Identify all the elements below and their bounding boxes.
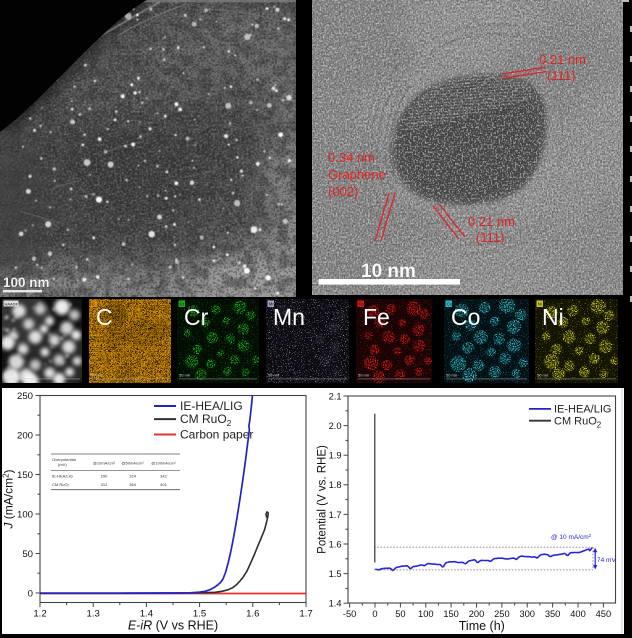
svg-text:250: 250 <box>494 609 510 619</box>
svg-text:0.21 nm: 0.21 nm <box>539 52 586 67</box>
svg-text:401: 401 <box>160 482 167 487</box>
svg-text:E-iR (V vs RHE): E-iR (V vs RHE) <box>128 618 218 632</box>
svg-text:CM RuO2: CM RuO2 <box>180 412 232 428</box>
svg-text:@50mA/cm²: @50mA/cm² <box>121 460 144 465</box>
svg-text:1.5: 1.5 <box>193 608 206 619</box>
svg-text:C: C <box>92 301 96 306</box>
svg-text:1.8: 1.8 <box>329 480 342 490</box>
svg-text:1.4: 1.4 <box>329 598 342 608</box>
svg-text:Ni: Ni <box>542 304 564 330</box>
svg-text:50 nm: 50 nm <box>537 372 549 377</box>
svg-text:0: 0 <box>372 609 377 619</box>
svg-text:Cr: Cr <box>184 304 209 330</box>
svg-text:Graphene: Graphene <box>328 167 386 182</box>
svg-text:Cr: Cr <box>180 301 185 306</box>
svg-text:CM RuO2: CM RuO2 <box>554 415 602 429</box>
svg-text:350: 350 <box>545 609 561 619</box>
svg-text:1.4: 1.4 <box>140 608 154 619</box>
svg-text:Overpotential: Overpotential <box>52 457 76 462</box>
svg-text:100 nm: 100 nm <box>3 275 50 290</box>
svg-text:(111): (111) <box>476 230 504 245</box>
svg-text:1.3: 1.3 <box>87 608 100 619</box>
svg-text:IE-HEA/LIG: IE-HEA/LIG <box>554 403 611 415</box>
svg-text:@100mA/cm²: @100mA/cm² <box>151 460 176 465</box>
svg-text:50 nm: 50 nm <box>446 372 458 377</box>
svg-text:300: 300 <box>519 609 535 619</box>
svg-text:150: 150 <box>17 470 33 481</box>
svg-text:50 nm: 50 nm <box>4 372 16 377</box>
svg-text:IE-HEA/LIG: IE-HEA/LIG <box>52 473 73 478</box>
svg-text:324: 324 <box>129 473 136 478</box>
svg-text:0.34 nm: 0.34 nm <box>328 150 375 165</box>
svg-text:50 nm: 50 nm <box>91 372 103 377</box>
svg-text:100: 100 <box>17 509 33 520</box>
svg-text:1.7: 1.7 <box>299 608 312 619</box>
svg-text:150: 150 <box>443 609 459 619</box>
svg-text:(mV): (mV) <box>58 462 67 467</box>
svg-text:100: 100 <box>418 609 434 619</box>
svg-text:Fe: Fe <box>363 304 390 330</box>
svg-text:450: 450 <box>596 609 612 619</box>
svg-text:400: 400 <box>570 609 586 619</box>
svg-text:Mn: Mn <box>269 301 276 306</box>
svg-text:Time (h): Time (h) <box>459 619 505 633</box>
svg-text:@ 10 mA/cm2: @ 10 mA/cm2 <box>551 532 592 541</box>
svg-text:50: 50 <box>22 549 33 560</box>
svg-text:250: 250 <box>17 391 33 402</box>
svg-text:@10mA/cm²: @10mA/cm² <box>93 460 116 465</box>
svg-text:50: 50 <box>395 609 405 619</box>
svg-text:364: 364 <box>129 482 136 487</box>
svg-text:1.9: 1.9 <box>329 450 342 460</box>
svg-text:200: 200 <box>17 430 33 441</box>
svg-text:Fe: Fe <box>359 301 365 306</box>
svg-text:200: 200 <box>469 609 485 619</box>
svg-text:1.7: 1.7 <box>329 509 342 519</box>
svg-text:Carbon paper: Carbon paper <box>180 427 253 441</box>
svg-text:1.5: 1.5 <box>329 569 342 579</box>
svg-text:50 nm: 50 nm <box>179 372 191 377</box>
svg-text:2.0: 2.0 <box>329 421 342 431</box>
svg-text:J (mA/cm2): J (mA/cm2) <box>2 469 16 529</box>
svg-text:Potential (V vs. RHE): Potential (V vs. RHE) <box>317 445 329 554</box>
svg-text:Ni: Ni <box>538 301 542 306</box>
svg-text:IE-HEA/LIG: IE-HEA/LIG <box>180 399 243 413</box>
svg-text:312: 312 <box>101 482 108 487</box>
svg-text:CM RuO₂: CM RuO₂ <box>52 482 70 487</box>
svg-text:50 nm: 50 nm <box>358 372 370 377</box>
svg-text:-50: -50 <box>343 609 356 619</box>
svg-text:74 mV: 74 mV <box>597 557 616 564</box>
svg-text:0: 0 <box>28 588 33 599</box>
svg-text:2.1: 2.1 <box>329 391 342 401</box>
svg-text:50 nm: 50 nm <box>268 372 280 377</box>
svg-text:Mn: Mn <box>273 304 305 330</box>
svg-text:(111): (111) <box>547 68 575 83</box>
svg-text:Co: Co <box>447 301 453 306</box>
svg-text:1.2: 1.2 <box>33 608 46 619</box>
svg-text:Co: Co <box>451 304 480 330</box>
svg-text:290: 290 <box>101 473 108 478</box>
svg-text:1.6: 1.6 <box>246 608 259 619</box>
svg-text:1.6: 1.6 <box>329 539 342 549</box>
svg-text:(002): (002) <box>328 184 358 199</box>
svg-text:0.21 nm: 0.21 nm <box>468 214 515 229</box>
svg-text:HAADF: HAADF <box>5 301 19 306</box>
svg-text:342: 342 <box>160 473 167 478</box>
svg-text:C: C <box>96 304 113 330</box>
svg-text:10 nm: 10 nm <box>361 261 416 282</box>
